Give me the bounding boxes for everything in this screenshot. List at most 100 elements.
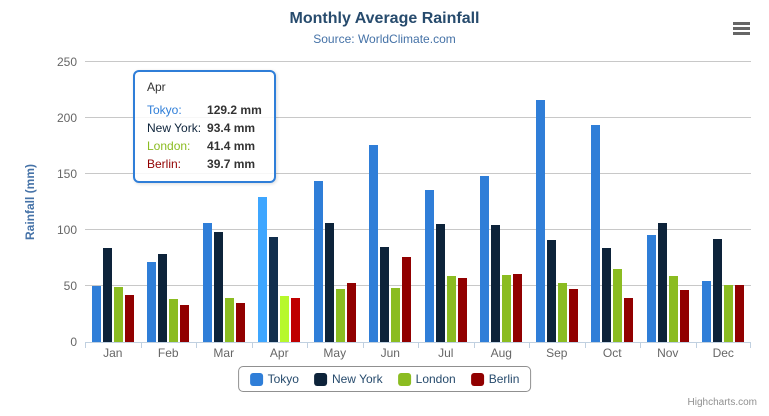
tooltip-rows: Tokyo: 129.2 mm New York: 93.4 mm London: 41.… (147, 101, 262, 173)
legend-swatch-icon (249, 372, 263, 386)
bar-tokyo-mar[interactable] (202, 223, 212, 342)
bar-london-jun[interactable] (391, 288, 401, 342)
bar-london-apr[interactable] (280, 296, 290, 342)
bar-berlin-aug[interactable] (513, 274, 523, 342)
x-axis-label: Mar (213, 346, 235, 360)
bar-berlin-jan[interactable] (124, 295, 134, 342)
bar-new-york-aug[interactable] (491, 225, 501, 342)
bar-london-feb[interactable] (169, 299, 179, 342)
column-group-may (307, 62, 363, 342)
column-group-nov (640, 62, 696, 342)
bar-london-sep[interactable] (557, 283, 567, 342)
column-group-mar (196, 62, 252, 342)
plot-area (85, 61, 752, 348)
x-axis-tick (640, 342, 641, 348)
x-axis-label: Feb (157, 346, 179, 360)
bar-london-aug[interactable] (502, 275, 512, 342)
x-axis-label: May (323, 346, 347, 360)
tooltip-series-value: 41.4 mm (207, 139, 256, 153)
bar-new-york-oct[interactable] (602, 248, 612, 342)
legend-label: London (415, 372, 456, 386)
x-axis-label: Sep (546, 346, 568, 360)
column-group-feb (141, 62, 197, 342)
tooltip-row: New York: 93.4 mm (147, 119, 262, 137)
bar-berlin-apr[interactable] (291, 298, 301, 342)
x-axis-label: Jul (438, 346, 454, 360)
bar-london-oct[interactable] (613, 269, 623, 342)
bar-london-nov[interactable] (668, 276, 678, 342)
hamburger-icon (732, 31, 750, 35)
bar-berlin-dec[interactable] (735, 285, 745, 342)
bar-berlin-feb[interactable] (180, 305, 190, 342)
legend: Tokyo New York London Berlin (237, 366, 532, 392)
legend-swatch-icon (397, 372, 411, 386)
bar-tokyo-oct[interactable] (591, 125, 601, 342)
column-group-dec (696, 62, 752, 342)
x-axis-label: Dec (712, 346, 734, 360)
bar-new-york-jul[interactable] (435, 224, 445, 342)
bar-london-jan[interactable] (113, 287, 123, 342)
tooltip-header: Apr (147, 80, 166, 94)
bar-tokyo-jul[interactable] (424, 190, 434, 342)
bar-new-york-may[interactable] (324, 223, 334, 342)
bar-new-york-jan[interactable] (102, 248, 112, 342)
bar-new-york-mar[interactable] (213, 232, 223, 342)
x-axis-tick (418, 342, 419, 348)
x-axis-tick (362, 342, 364, 348)
bar-tokyo-jan[interactable] (91, 286, 101, 342)
bar-berlin-sep[interactable] (568, 289, 578, 342)
bar-berlin-jul[interactable] (457, 278, 467, 342)
legend-item-tokyo[interactable]: Tokyo (249, 372, 299, 386)
legend-item-berlin[interactable]: Berlin (470, 372, 519, 386)
y-tick-label: 50 (63, 279, 77, 293)
bar-new-york-dec[interactable] (713, 239, 723, 342)
bar-tokyo-jun[interactable] (369, 145, 379, 342)
x-axis-label: Jan (103, 346, 123, 360)
column-group-jul (418, 62, 474, 342)
x-axis-label: Nov (657, 346, 679, 360)
tooltip-series-value: 39.7 mm (207, 157, 256, 171)
x-axis-label: Aug (490, 346, 512, 360)
bar-berlin-nov[interactable] (679, 290, 689, 342)
bar-tokyo-apr[interactable] (258, 197, 268, 342)
bar-berlin-may[interactable] (346, 283, 356, 342)
column-group-jun (363, 62, 419, 342)
tooltip-series-name: London: (147, 139, 191, 153)
bar-new-york-jun[interactable] (380, 247, 390, 342)
context-menu-button[interactable] (730, 19, 752, 37)
bar-london-dec[interactable] (724, 285, 734, 342)
x-axis-tick (307, 342, 308, 348)
bar-new-york-sep[interactable] (546, 240, 556, 342)
bar-tokyo-nov[interactable] (646, 235, 656, 342)
bar-london-jul[interactable] (446, 276, 456, 342)
x-axis-tick (529, 342, 530, 348)
bar-new-york-feb[interactable] (158, 254, 168, 342)
bar-new-york-nov[interactable] (657, 223, 667, 342)
credits-link[interactable]: Highcharts.com (687, 397, 757, 408)
y-tick-label: 150 (56, 167, 77, 181)
x-axis-tick (584, 342, 586, 348)
gridline (85, 285, 751, 286)
bar-london-mar[interactable] (224, 298, 234, 342)
legend-label: Tokyo (267, 372, 299, 386)
bar-berlin-oct[interactable] (624, 298, 634, 342)
bar-tokyo-sep[interactable] (535, 100, 545, 342)
tooltip-row: London: 41.4 mm (147, 137, 262, 155)
y-tick-label: 100 (56, 223, 77, 237)
x-axis-tick (196, 342, 197, 348)
bar-berlin-jun[interactable] (402, 257, 412, 342)
legend-item-london[interactable]: London (397, 372, 456, 386)
bar-london-may[interactable] (335, 289, 345, 342)
bar-tokyo-aug[interactable] (480, 176, 490, 342)
bar-new-york-apr[interactable] (269, 237, 279, 342)
bar-berlin-mar[interactable] (235, 303, 245, 342)
x-axis-tick (140, 342, 142, 348)
bar-tokyo-may[interactable] (313, 181, 323, 342)
bar-tokyo-feb[interactable] (147, 262, 157, 342)
bar-tokyo-dec[interactable] (702, 281, 712, 342)
hamburger-icon (732, 21, 750, 25)
legend-item-new-york[interactable]: New York (313, 372, 383, 386)
gridline (85, 173, 751, 174)
column-group-jan (85, 62, 141, 342)
